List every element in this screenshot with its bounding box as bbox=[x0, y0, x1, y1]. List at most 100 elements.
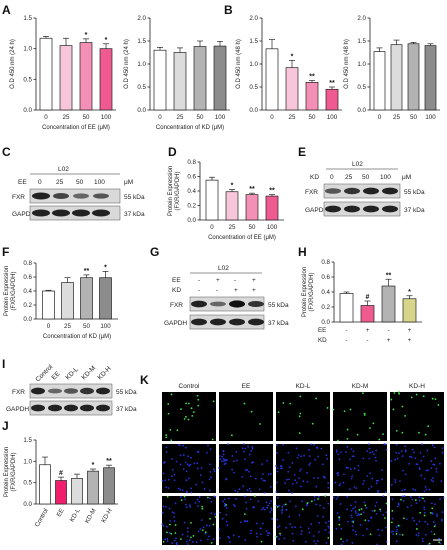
dapi-nucleus bbox=[205, 524, 208, 527]
dapi-nucleus bbox=[308, 531, 311, 534]
dapi-nucleus bbox=[301, 530, 303, 533]
dapi-nucleus bbox=[246, 468, 249, 471]
dapi-nucleus bbox=[354, 510, 357, 513]
dapi-nucleus bbox=[423, 511, 426, 514]
y-tick-label: 0.0 bbox=[137, 107, 146, 114]
y-tick-label: 1.5 bbox=[23, 437, 32, 444]
dapi-nucleus bbox=[186, 530, 189, 533]
dapi-nucleus bbox=[208, 463, 211, 466]
dapi-nucleus bbox=[338, 458, 341, 461]
x-tick-label: 0 bbox=[270, 114, 274, 121]
dapi-nucleus bbox=[433, 503, 436, 506]
fxr-signal bbox=[243, 402, 246, 405]
dapi-nucleus bbox=[385, 540, 388, 543]
dapi-nucleus bbox=[392, 530, 394, 533]
blot-i-kda-fxr: 55 kDa bbox=[116, 389, 137, 396]
y-tick-label: 2.0 bbox=[249, 15, 258, 22]
dapi-nucleus bbox=[168, 507, 171, 510]
y-tick-label: 1.5 bbox=[137, 38, 146, 45]
bar bbox=[71, 478, 83, 505]
dapi-nucleus bbox=[235, 450, 238, 453]
fxr-signal bbox=[165, 434, 168, 436]
dapi-nucleus bbox=[423, 506, 426, 509]
dapi-nucleus bbox=[415, 534, 418, 536]
dapi-nucleus bbox=[376, 491, 379, 494]
fxr-signal bbox=[403, 517, 405, 520]
dapi-nucleus bbox=[433, 446, 436, 449]
dapi-nucleus bbox=[250, 529, 253, 532]
dapi-nucleus bbox=[249, 532, 252, 535]
fxr-signal bbox=[190, 521, 192, 524]
blot-e-gapdh-band bbox=[363, 205, 379, 213]
dapi-nucleus bbox=[233, 471, 235, 474]
fxr-signal bbox=[418, 431, 420, 434]
dapi-nucleus bbox=[357, 469, 360, 472]
dapi-nucleus bbox=[383, 443, 386, 445]
y-tick-label: 0.6 bbox=[23, 274, 32, 281]
dapi-nucleus bbox=[200, 539, 202, 542]
dapi-nucleus bbox=[270, 509, 273, 511]
bar bbox=[87, 470, 99, 505]
dapi-nucleus bbox=[425, 469, 428, 472]
dapi-nucleus bbox=[291, 492, 293, 494]
dapi-nucleus bbox=[369, 451, 372, 454]
fxr-signal bbox=[260, 540, 263, 543]
blot-c-fxr-band bbox=[53, 193, 69, 199]
dapi-nucleus bbox=[186, 463, 189, 466]
dapi-nucleus bbox=[319, 504, 321, 507]
x-tick-label: 50 bbox=[83, 323, 90, 330]
bar bbox=[213, 45, 227, 111]
blot-i-gapdh-band bbox=[31, 404, 45, 412]
dapi-nucleus bbox=[396, 457, 399, 460]
fxr-signal bbox=[434, 398, 437, 401]
dapi-nucleus bbox=[410, 456, 413, 459]
dapi-nucleus bbox=[197, 451, 200, 454]
dapi-nucleus bbox=[323, 507, 325, 510]
dapi-nucleus bbox=[275, 504, 278, 507]
blot-c-cell-line: L02 bbox=[58, 166, 69, 173]
fxr-signal bbox=[343, 410, 346, 413]
dapi-nucleus bbox=[345, 451, 347, 454]
dapi-nucleus bbox=[424, 520, 427, 523]
dapi-nucleus bbox=[266, 506, 269, 509]
dapi-nucleus bbox=[244, 458, 246, 461]
blot-e-gapdh-strip bbox=[323, 201, 401, 217]
dapi-nucleus bbox=[171, 511, 174, 514]
micrograph-column-label: KD-H bbox=[409, 383, 425, 390]
bar bbox=[193, 46, 207, 111]
dapi-nucleus bbox=[438, 537, 441, 540]
dapi-nucleus bbox=[187, 455, 190, 458]
y-tick-label: 0.5 bbox=[23, 480, 32, 487]
dapi-nucleus bbox=[306, 472, 308, 474]
dapi-nucleus bbox=[371, 510, 374, 512]
dapi-nucleus bbox=[413, 451, 415, 454]
dapi-nucleus bbox=[227, 443, 229, 446]
dapi-nucleus bbox=[261, 463, 264, 466]
blot-i-gapdh-band bbox=[80, 404, 94, 412]
dapi-nucleus bbox=[281, 508, 284, 511]
blot-i-row-gapdh: GAPDH bbox=[6, 406, 29, 413]
dapi-nucleus bbox=[300, 455, 303, 458]
fxr-signal bbox=[180, 538, 182, 541]
x-tick-label: + bbox=[387, 337, 391, 344]
dapi-nucleus bbox=[390, 483, 393, 486]
dapi-nucleus bbox=[335, 451, 338, 453]
dapi-nucleus bbox=[198, 500, 201, 503]
dapi-nucleus bbox=[440, 518, 443, 521]
dapi-nucleus bbox=[173, 473, 176, 476]
dapi-nucleus bbox=[183, 521, 186, 524]
fxr-signal bbox=[395, 429, 398, 432]
fxr-signal bbox=[427, 425, 430, 428]
dapi-nucleus bbox=[225, 513, 228, 516]
dapi-nucleus bbox=[384, 443, 387, 446]
dapi-nucleus bbox=[404, 445, 406, 448]
dapi-nucleus bbox=[208, 535, 211, 538]
dapi-nucleus bbox=[188, 539, 191, 542]
dapi-nucleus bbox=[194, 502, 197, 504]
dapi-nucleus bbox=[315, 485, 318, 488]
dapi-nucleus bbox=[277, 526, 279, 529]
dapi-nucleus bbox=[173, 520, 176, 522]
blot-i-lane-3: KD-L bbox=[64, 366, 80, 382]
fxr-signal bbox=[356, 433, 359, 436]
blot-e-gapdh-band bbox=[325, 205, 341, 213]
